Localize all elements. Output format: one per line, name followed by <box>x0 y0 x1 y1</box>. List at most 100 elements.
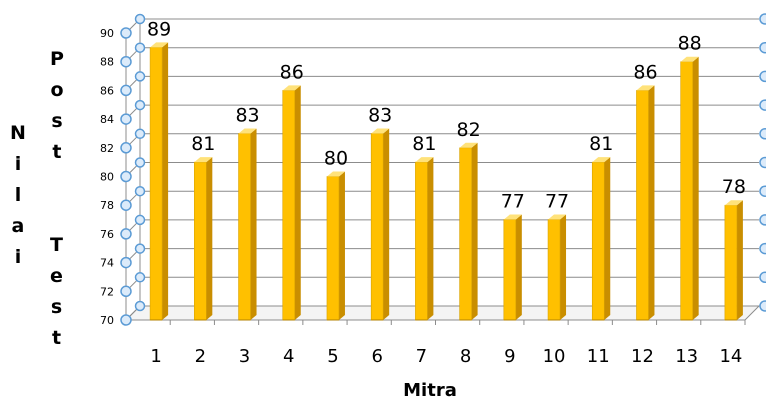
x-tick-label: 6 <box>371 346 382 367</box>
x-tick-label: 2 <box>195 346 206 367</box>
chart-data-labels: 89 1 81 2 83 3 86 4 80 5 83 6 81 7 82 8 77 9 77 10 81 11 86 12 8… <box>147 18 746 367</box>
bar-front <box>415 161 428 321</box>
tick-marker-left <box>120 84 132 97</box>
tick-marker-right <box>759 300 766 312</box>
x-tick-label: 7 <box>416 346 427 367</box>
tick-marker-back <box>134 13 146 25</box>
y-tick-label: 90 <box>100 27 114 40</box>
bar-side <box>604 157 611 320</box>
bar-front <box>282 90 296 321</box>
y-axis-label-letter: i <box>14 153 22 175</box>
tick-marker-left <box>120 256 132 269</box>
tick-marker-back <box>134 300 146 312</box>
bar-top <box>592 157 611 163</box>
bar-front <box>503 219 517 321</box>
y-axis-label-letter: s <box>50 296 63 318</box>
tick-marker-back <box>134 99 146 111</box>
tick-marker-left <box>120 113 132 125</box>
bar-top <box>724 200 743 206</box>
y-axis-label-letter: t <box>52 141 62 163</box>
x-axis-label: Mitra <box>403 380 457 401</box>
bar-front <box>370 133 384 321</box>
y-tick-label: 76 <box>100 228 114 241</box>
x-tick-label: 10 <box>543 346 566 367</box>
bar <box>680 56 699 321</box>
y-axis-label-letter: e <box>50 265 63 287</box>
chart-grid <box>124 18 761 325</box>
bar-side <box>736 200 743 320</box>
bar-side <box>471 142 478 320</box>
y-tick-label: 86 <box>100 84 114 97</box>
tick-marker-left <box>120 314 132 326</box>
tick-marker-right <box>759 13 766 25</box>
y-tick-label: 70 <box>100 314 114 327</box>
y-axis-label-letter: l <box>14 184 22 206</box>
x-tick-label: 11 <box>587 346 610 367</box>
data-label: 83 <box>368 104 392 126</box>
tick-marker-back <box>134 42 146 53</box>
bar-top <box>150 42 169 48</box>
tick-marker-back <box>134 157 146 168</box>
x-tick-label: 4 <box>283 346 294 367</box>
bar-side <box>515 214 522 320</box>
bar-side <box>162 42 169 320</box>
x-tick-label: 14 <box>719 346 742 367</box>
data-label: 83 <box>235 104 259 126</box>
tick-marker-back <box>134 185 146 197</box>
y-tick-label: 78 <box>100 199 114 212</box>
y-axis-label-letter: s <box>51 110 63 132</box>
bar-top <box>194 157 213 163</box>
x-tick-label: 1 <box>150 346 161 367</box>
y-axis-label-letter: a <box>11 215 25 237</box>
bar-top <box>459 142 478 148</box>
tick-marker-right <box>759 156 766 169</box>
bar-front <box>680 61 693 321</box>
data-label: 77 <box>501 191 525 213</box>
x-tick-label: 9 <box>504 346 515 367</box>
bar <box>591 157 611 321</box>
bar-top <box>238 128 257 134</box>
bar <box>370 128 390 321</box>
bar-side <box>427 157 434 320</box>
tick-marker-left <box>120 142 132 154</box>
tick-marker-left <box>120 170 132 183</box>
bar <box>503 214 522 321</box>
data-label: 81 <box>589 133 613 155</box>
bar-top <box>282 85 301 91</box>
data-label: 80 <box>324 148 348 170</box>
bar <box>149 42 169 321</box>
bar-front <box>149 47 163 321</box>
x-tick-label: 13 <box>675 346 698 367</box>
tick-marker-back <box>134 214 146 226</box>
data-label: 88 <box>678 33 702 55</box>
tick-marker-right <box>759 70 766 83</box>
bar-front <box>636 90 649 321</box>
bar-top <box>371 128 390 134</box>
y-tick-label: 80 <box>100 171 114 184</box>
bar-side <box>206 157 213 320</box>
bar <box>415 157 434 321</box>
bar-side <box>560 214 567 320</box>
x-tick-label: 3 <box>239 346 250 367</box>
y-axis-label-letter: T <box>50 234 63 256</box>
chart-floor <box>124 305 761 321</box>
chart-ticks: 70 72 74 76 78 80 82 84 86 88 90 <box>100 13 766 327</box>
tick-marker-back <box>134 71 146 82</box>
tick-marker-left <box>120 285 132 298</box>
bar-front <box>459 147 472 321</box>
bar-top <box>548 214 567 220</box>
bar-top <box>636 85 655 91</box>
tick-marker-right <box>759 99 766 111</box>
tick-marker-left <box>120 27 132 39</box>
bar-front <box>724 204 738 321</box>
data-label: 81 <box>412 133 436 155</box>
data-label: 82 <box>457 119 481 141</box>
bar-front <box>238 133 251 321</box>
tick-marker-back <box>134 272 146 283</box>
bar-side <box>648 85 655 321</box>
bar <box>238 128 257 321</box>
